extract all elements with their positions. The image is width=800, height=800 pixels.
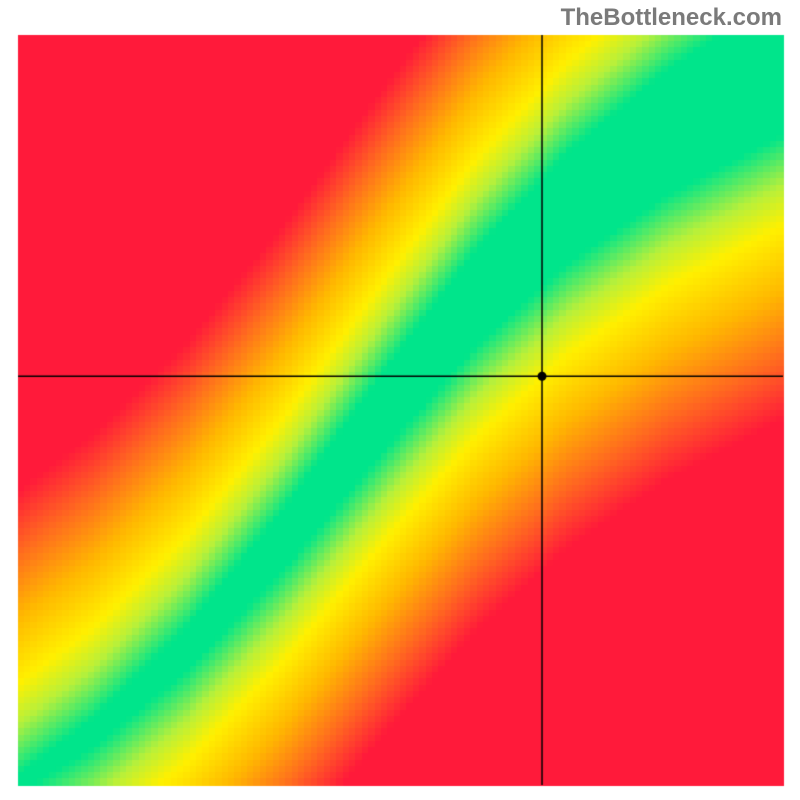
bottleneck-heatmap [0, 0, 800, 800]
chart-container: TheBottleneck.com [0, 0, 800, 800]
watermark-text: TheBottleneck.com [561, 4, 782, 32]
